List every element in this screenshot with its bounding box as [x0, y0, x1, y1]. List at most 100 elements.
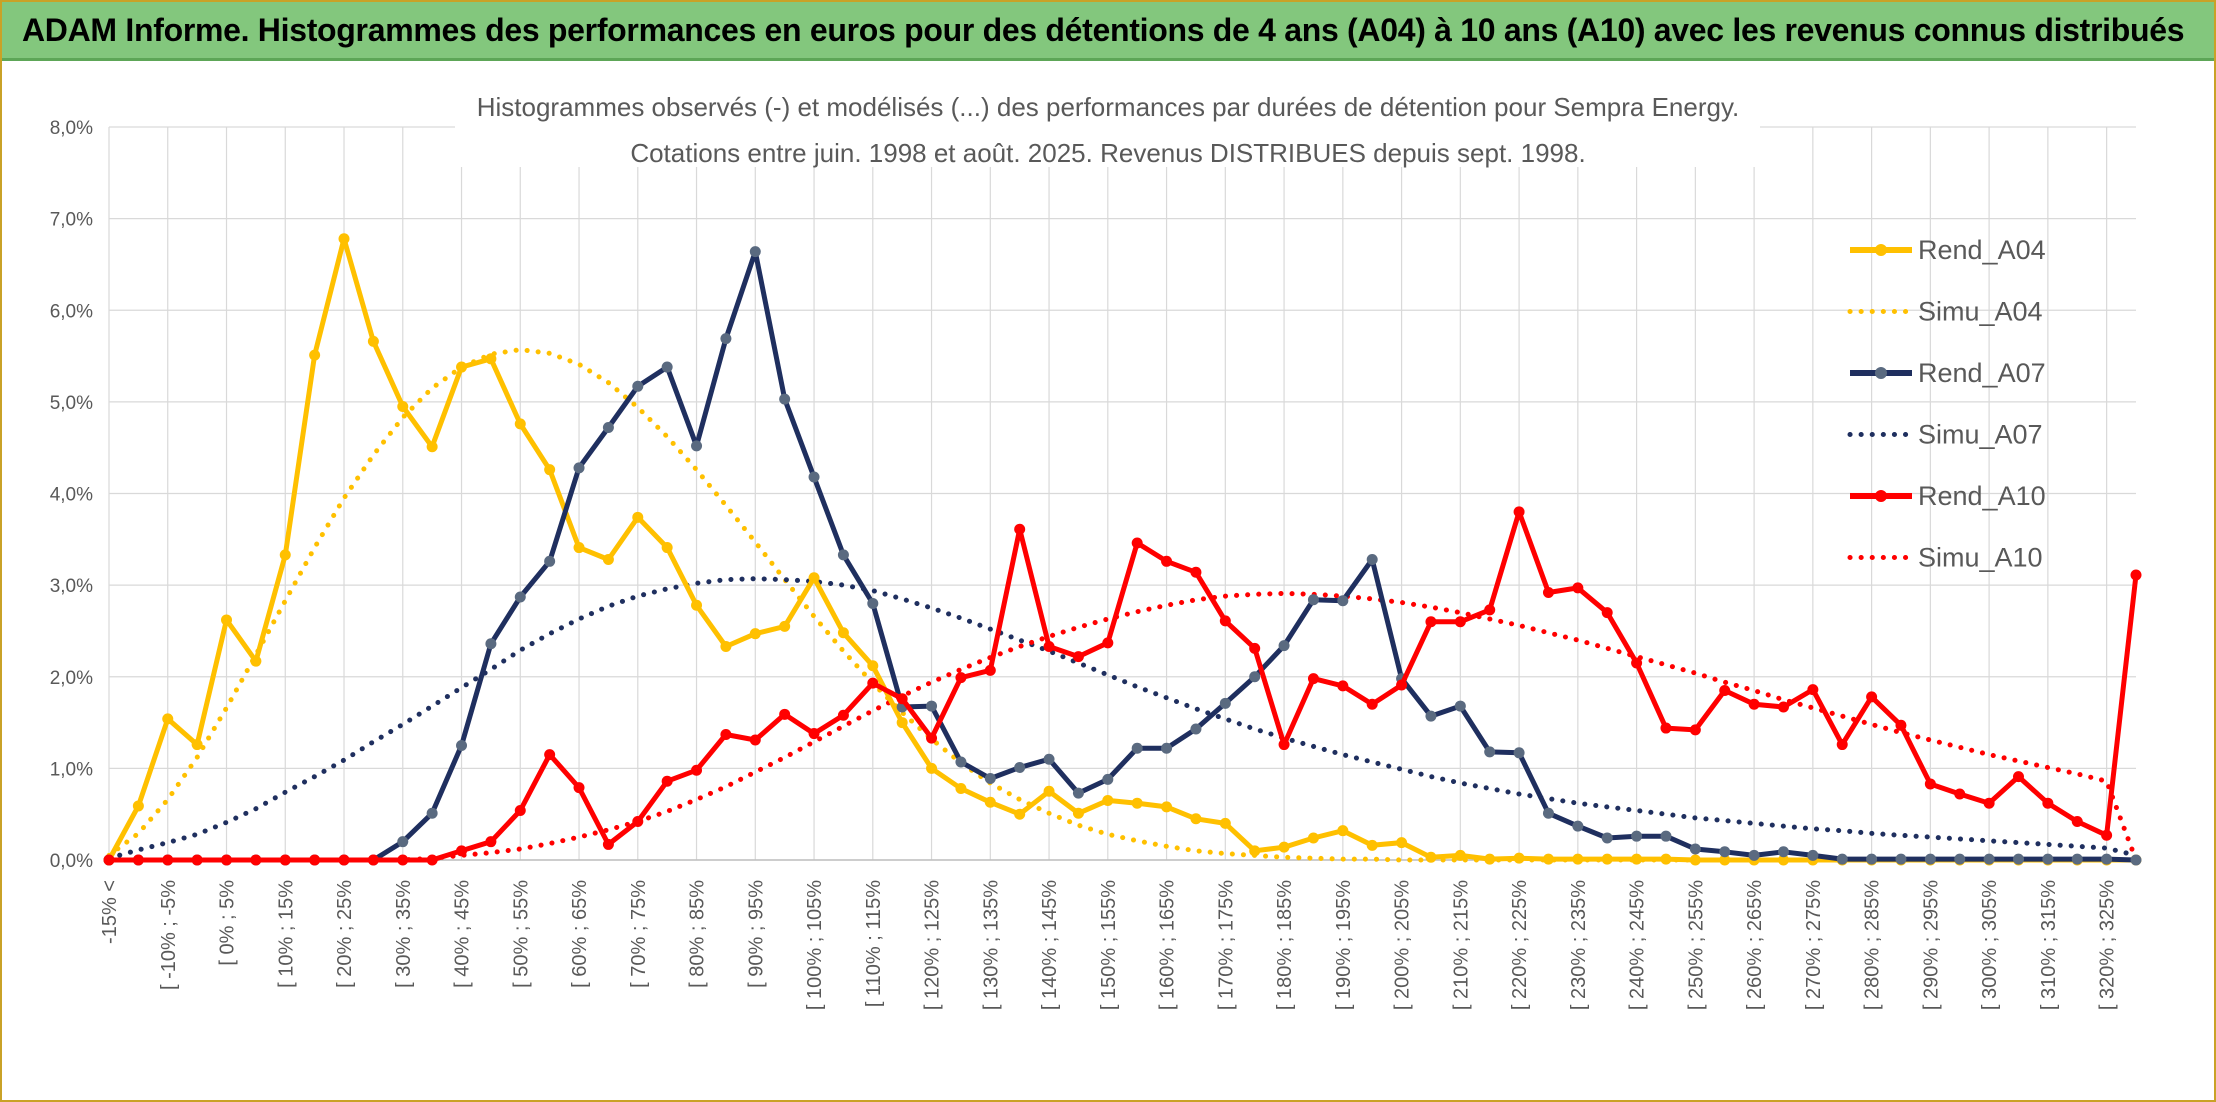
rend-a10-point — [250, 854, 262, 866]
rend-a04-point — [1601, 853, 1613, 865]
rend-a07-point — [1777, 846, 1789, 858]
legend-label-rend-a04: Rend_A04 — [1918, 235, 2046, 265]
rend-a10-point — [2071, 816, 2083, 828]
rend-a07-point — [1425, 710, 1437, 722]
rend-a07-point — [1219, 697, 1231, 709]
legend-label-simu-a07: Simu_A07 — [1918, 420, 2043, 450]
rend-a04-point — [867, 660, 879, 672]
rend-a04-point — [837, 627, 849, 639]
rend-a04-point — [1484, 853, 1496, 865]
rend-a04-point — [250, 655, 262, 667]
rend-a10-point — [1748, 698, 1760, 710]
x-tick-label: [ 140% ; 145% — [1039, 880, 1061, 1010]
rend-a04-point — [367, 335, 379, 347]
rend-a04-point — [191, 739, 203, 751]
rend-a10-point — [1454, 616, 1466, 628]
rend-a07-point — [1719, 846, 1731, 858]
rend-a10-point — [1807, 684, 1819, 696]
x-tick-label: [ 10% ; 15% — [275, 880, 297, 988]
rend-a04-point — [1425, 851, 1437, 863]
rend-a07-point — [1836, 853, 1848, 865]
rend-a10-point — [2012, 771, 2024, 783]
rend-a04-point — [691, 599, 703, 611]
rend-a07-point — [1102, 773, 1114, 785]
rend-a07-point — [2130, 854, 2142, 866]
performance-histogram-chart: Histogrammes observés (-) et modélisés (… — [50, 87, 2142, 1010]
y-tick-label: 5,0% — [50, 393, 93, 414]
rend-a10-point — [367, 854, 379, 866]
rend-a04-point — [661, 542, 673, 554]
rend-a10-point — [1777, 701, 1789, 713]
rend-a07-point — [1014, 761, 1026, 773]
rend-a04-point — [1572, 853, 1584, 865]
rend-a04-point — [955, 783, 967, 795]
rend-a10-point — [1307, 673, 1319, 685]
rend-a10-line — [109, 509, 2139, 863]
x-tick-label: [ 130% ; 135% — [980, 880, 1002, 1010]
rend-a10-point — [397, 854, 409, 866]
rend-a10-point — [1337, 680, 1349, 692]
rend-a10-point — [1924, 778, 1936, 790]
rend-a10-point — [1043, 641, 1055, 653]
rend-a07-point — [1366, 553, 1378, 565]
rend-a10-point — [1219, 615, 1231, 627]
rend-a07-point — [426, 807, 438, 819]
rend-a07-point — [1601, 832, 1613, 844]
rend-a04-point — [1161, 801, 1173, 813]
x-tick-label: [ 250% ; 255% — [1685, 880, 1707, 1010]
rend-a10-point — [279, 854, 291, 866]
rend-a07-point — [1895, 853, 1907, 865]
rend-a10-point — [485, 836, 497, 848]
rend-a10-point — [544, 749, 556, 761]
rend-a10-point — [1866, 691, 1878, 703]
rend-a07-point — [1689, 843, 1701, 855]
y-tick-label: 4,0% — [50, 485, 93, 506]
rend-a04-point — [1014, 808, 1026, 820]
rend-a04-point — [1719, 854, 1731, 866]
rend-a07-point — [1924, 853, 1936, 865]
rend-a10-point — [749, 734, 761, 746]
rend-a10-point — [1131, 537, 1143, 549]
rend-a10-point — [1278, 739, 1290, 751]
rend-a04-point — [1337, 825, 1349, 837]
rend-a10-point — [984, 664, 996, 676]
rend-a10-point — [1719, 684, 1731, 696]
simu-a10-line — [106, 590, 2139, 863]
rend-a10-point — [103, 854, 115, 866]
rend-a04-point — [808, 572, 820, 584]
rend-a07-point — [573, 462, 585, 474]
y-tick-label: 2,0% — [50, 668, 93, 689]
x-tick-label: [ 100% ; 105% — [804, 880, 826, 1010]
rend-a04-point — [1777, 854, 1789, 866]
rend-a04-point — [514, 418, 526, 430]
rend-a07-point — [1307, 594, 1319, 606]
rend-a07-point — [779, 393, 791, 405]
rend-a10-point — [1161, 555, 1173, 567]
rend-a10-point — [896, 693, 908, 705]
rend-a10-point — [1190, 566, 1202, 578]
rend-a04-point — [926, 762, 938, 774]
rend-a04-point — [132, 800, 144, 812]
rend-a07-point — [1866, 853, 1878, 865]
rend-a07-point — [867, 597, 879, 609]
x-tick-label: [ 180% ; 185% — [1274, 880, 1296, 1010]
x-tick-label: [ -10% ; -5% — [158, 880, 180, 990]
axes: 0,0% 1,0% 2,0% 3,0% 4,0% 5,0% 6,0% 7,0% 8,0% -15%… — [50, 118, 2136, 1010]
rend-a04-point — [1689, 854, 1701, 866]
x-tick-label: [ 270% ; 275% — [1803, 880, 1825, 1010]
title-banner: ADAM Informe. Histogrammes des performan… — [2, 2, 2214, 61]
x-tick-label: [ 120% ; 125% — [922, 880, 944, 1010]
series — [103, 233, 2142, 866]
y-tick-label: 7,0% — [50, 210, 93, 231]
rend-a07-point — [456, 739, 468, 751]
rend-a10-point — [661, 775, 673, 787]
x-tick-label: [ 170% ; 175% — [1215, 880, 1237, 1010]
x-tick-label: [ 280% ; 285% — [1862, 880, 1884, 1010]
rend-a07-point — [749, 246, 761, 258]
x-tick-label: [ 210% ; 215% — [1450, 880, 1472, 1010]
rend-a10-point — [1249, 642, 1261, 654]
rend-a10-point — [426, 854, 438, 866]
x-tick-label: [ 260% ; 265% — [1744, 880, 1766, 1010]
legend-label-simu-a04: Simu_A04 — [1918, 297, 2043, 327]
